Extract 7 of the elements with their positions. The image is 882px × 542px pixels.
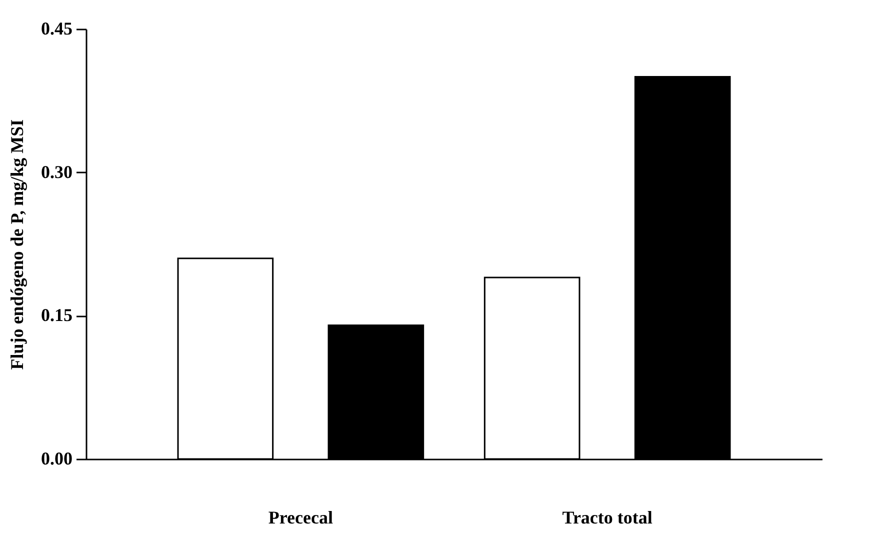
x-tick-label: Prececal <box>268 508 333 528</box>
y-tick-label: 0.30 <box>41 162 72 182</box>
y-tick-label: 0.45 <box>41 18 72 38</box>
y-tick-label: 0.15 <box>41 305 72 326</box>
x-tick-label: Tracto total <box>562 508 652 528</box>
y-axis-title: Flujo endógeno de P, mg/kg MSI <box>7 119 27 370</box>
y-tick-label: 0.00 <box>41 448 72 468</box>
